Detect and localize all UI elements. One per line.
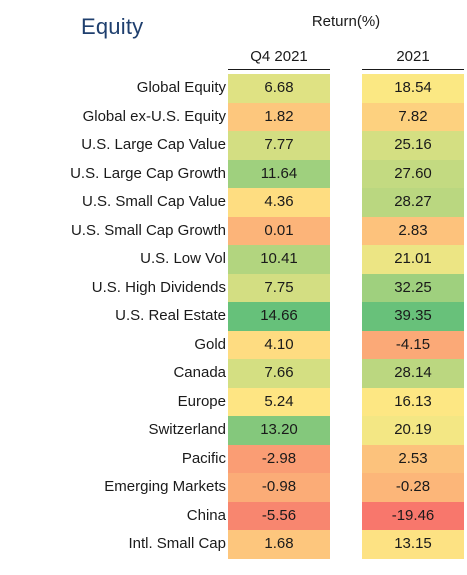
cell-q4-2021: 6.68 — [228, 74, 330, 103]
row-label: Intl. Small Cap — [128, 535, 226, 552]
cell-2021: 25.16 — [362, 131, 464, 160]
cell-2021: 13.15 — [362, 530, 464, 559]
cell-2021: 32.25 — [362, 273, 464, 302]
row-label: U.S. Large Cap Growth — [70, 164, 226, 182]
cell-q4-2021: -2.98 — [228, 444, 330, 473]
row-label: Pacific — [181, 449, 226, 467]
row-label: U.S. Low Vol — [140, 250, 226, 267]
table-row: Pacific -2.98 2.53 — [0, 444, 467, 473]
table-row: Intl. Small Cap 1.68 13.15 — [0, 530, 467, 559]
cell-q4-2021: 7.66 — [228, 359, 330, 388]
return-header: Return(%) — [311, 13, 381, 30]
table-row: Emerging Markets -0.98 -0.28 — [0, 473, 467, 502]
table-row: U.S. Real Estate 14.66 39.35 — [0, 302, 467, 331]
table-row: Global ex-U.S. Equity 1.82 7.82 — [0, 102, 467, 131]
table-row: Europe 5.24 16.13 — [0, 387, 467, 416]
row-label: U.S. High Dividends — [91, 278, 226, 296]
cell-q4-2021: 13.20 — [228, 416, 330, 445]
cell-q4-2021: 4.10 — [228, 330, 330, 359]
cell-2021: 39.35 — [362, 302, 464, 331]
table-row: U.S. Large Cap Growth 11.64 27.60 — [0, 159, 467, 188]
table-row: Global Equity 6.68 18.54 — [0, 74, 467, 103]
table-row: U.S. High Dividends 7.75 32.25 — [0, 273, 467, 302]
cell-q4-2021: 4.36 — [228, 188, 330, 217]
cell-q4-2021: 7.75 — [228, 273, 330, 302]
row-label: U.S. Real Estate — [115, 307, 226, 324]
cell-2021: 20.19 — [362, 416, 464, 445]
table-row: U.S. Large Cap Value 7.77 25.16 — [0, 131, 467, 160]
cell-2021: -4.15 — [362, 330, 464, 359]
table-row: Switzerland 13.20 20.19 — [0, 416, 467, 445]
table-row: U.S. Low Vol 10.41 21.01 — [0, 245, 467, 274]
column-header-q4-2021: Q4 2021 — [228, 48, 330, 70]
cell-2021: 28.14 — [362, 359, 464, 388]
cell-q4-2021: -0.98 — [228, 473, 330, 502]
table-row: China -5.56 -19.46 — [0, 501, 467, 530]
cell-q4-2021: 14.66 — [228, 302, 330, 331]
row-label: U.S. Small Cap Value — [82, 193, 226, 210]
row-label: Canada — [173, 364, 226, 381]
table-row: Gold 4.10 -4.15 — [0, 330, 467, 359]
row-label: Global ex-U.S. Equity — [82, 107, 226, 125]
cell-2021: 16.13 — [362, 387, 464, 416]
row-label: Emerging Markets — [104, 478, 226, 495]
cell-q4-2021: 1.82 — [228, 102, 330, 131]
row-label: U.S. Small Cap Growth — [70, 221, 226, 239]
cell-q4-2021: 1.68 — [228, 530, 330, 559]
row-label: China — [186, 506, 226, 524]
cell-q4-2021: 7.77 — [228, 131, 330, 160]
row-label: Gold — [194, 335, 226, 353]
cell-q4-2021: 10.41 — [228, 245, 330, 274]
cell-2021: 2.83 — [362, 216, 464, 245]
row-label: Switzerland — [148, 421, 226, 438]
row-label: U.S. Large Cap Value — [81, 136, 226, 153]
cell-2021: 27.60 — [362, 159, 464, 188]
cell-2021: -0.28 — [362, 473, 464, 502]
row-label: Global Equity — [136, 79, 226, 96]
cell-2021: 21.01 — [362, 245, 464, 274]
cell-q4-2021: 0.01 — [228, 216, 330, 245]
cell-2021: 2.53 — [362, 444, 464, 473]
table-row: U.S. Small Cap Value 4.36 28.27 — [0, 188, 467, 217]
table-row: U.S. Small Cap Growth 0.01 2.83 — [0, 216, 467, 245]
cell-q4-2021: 5.24 — [228, 387, 330, 416]
cell-2021: 7.82 — [362, 102, 464, 131]
cell-2021: 28.27 — [362, 188, 464, 217]
cell-2021: 18.54 — [362, 74, 464, 103]
cell-q4-2021: -5.56 — [228, 501, 330, 530]
cell-q4-2021: 11.64 — [228, 159, 330, 188]
row-label: Europe — [177, 392, 226, 410]
table-title: Equity — [81, 14, 144, 39]
column-header-2021: 2021 — [362, 48, 464, 70]
cell-2021: -19.46 — [362, 501, 464, 530]
table-row: Canada 7.66 28.14 — [0, 359, 467, 388]
